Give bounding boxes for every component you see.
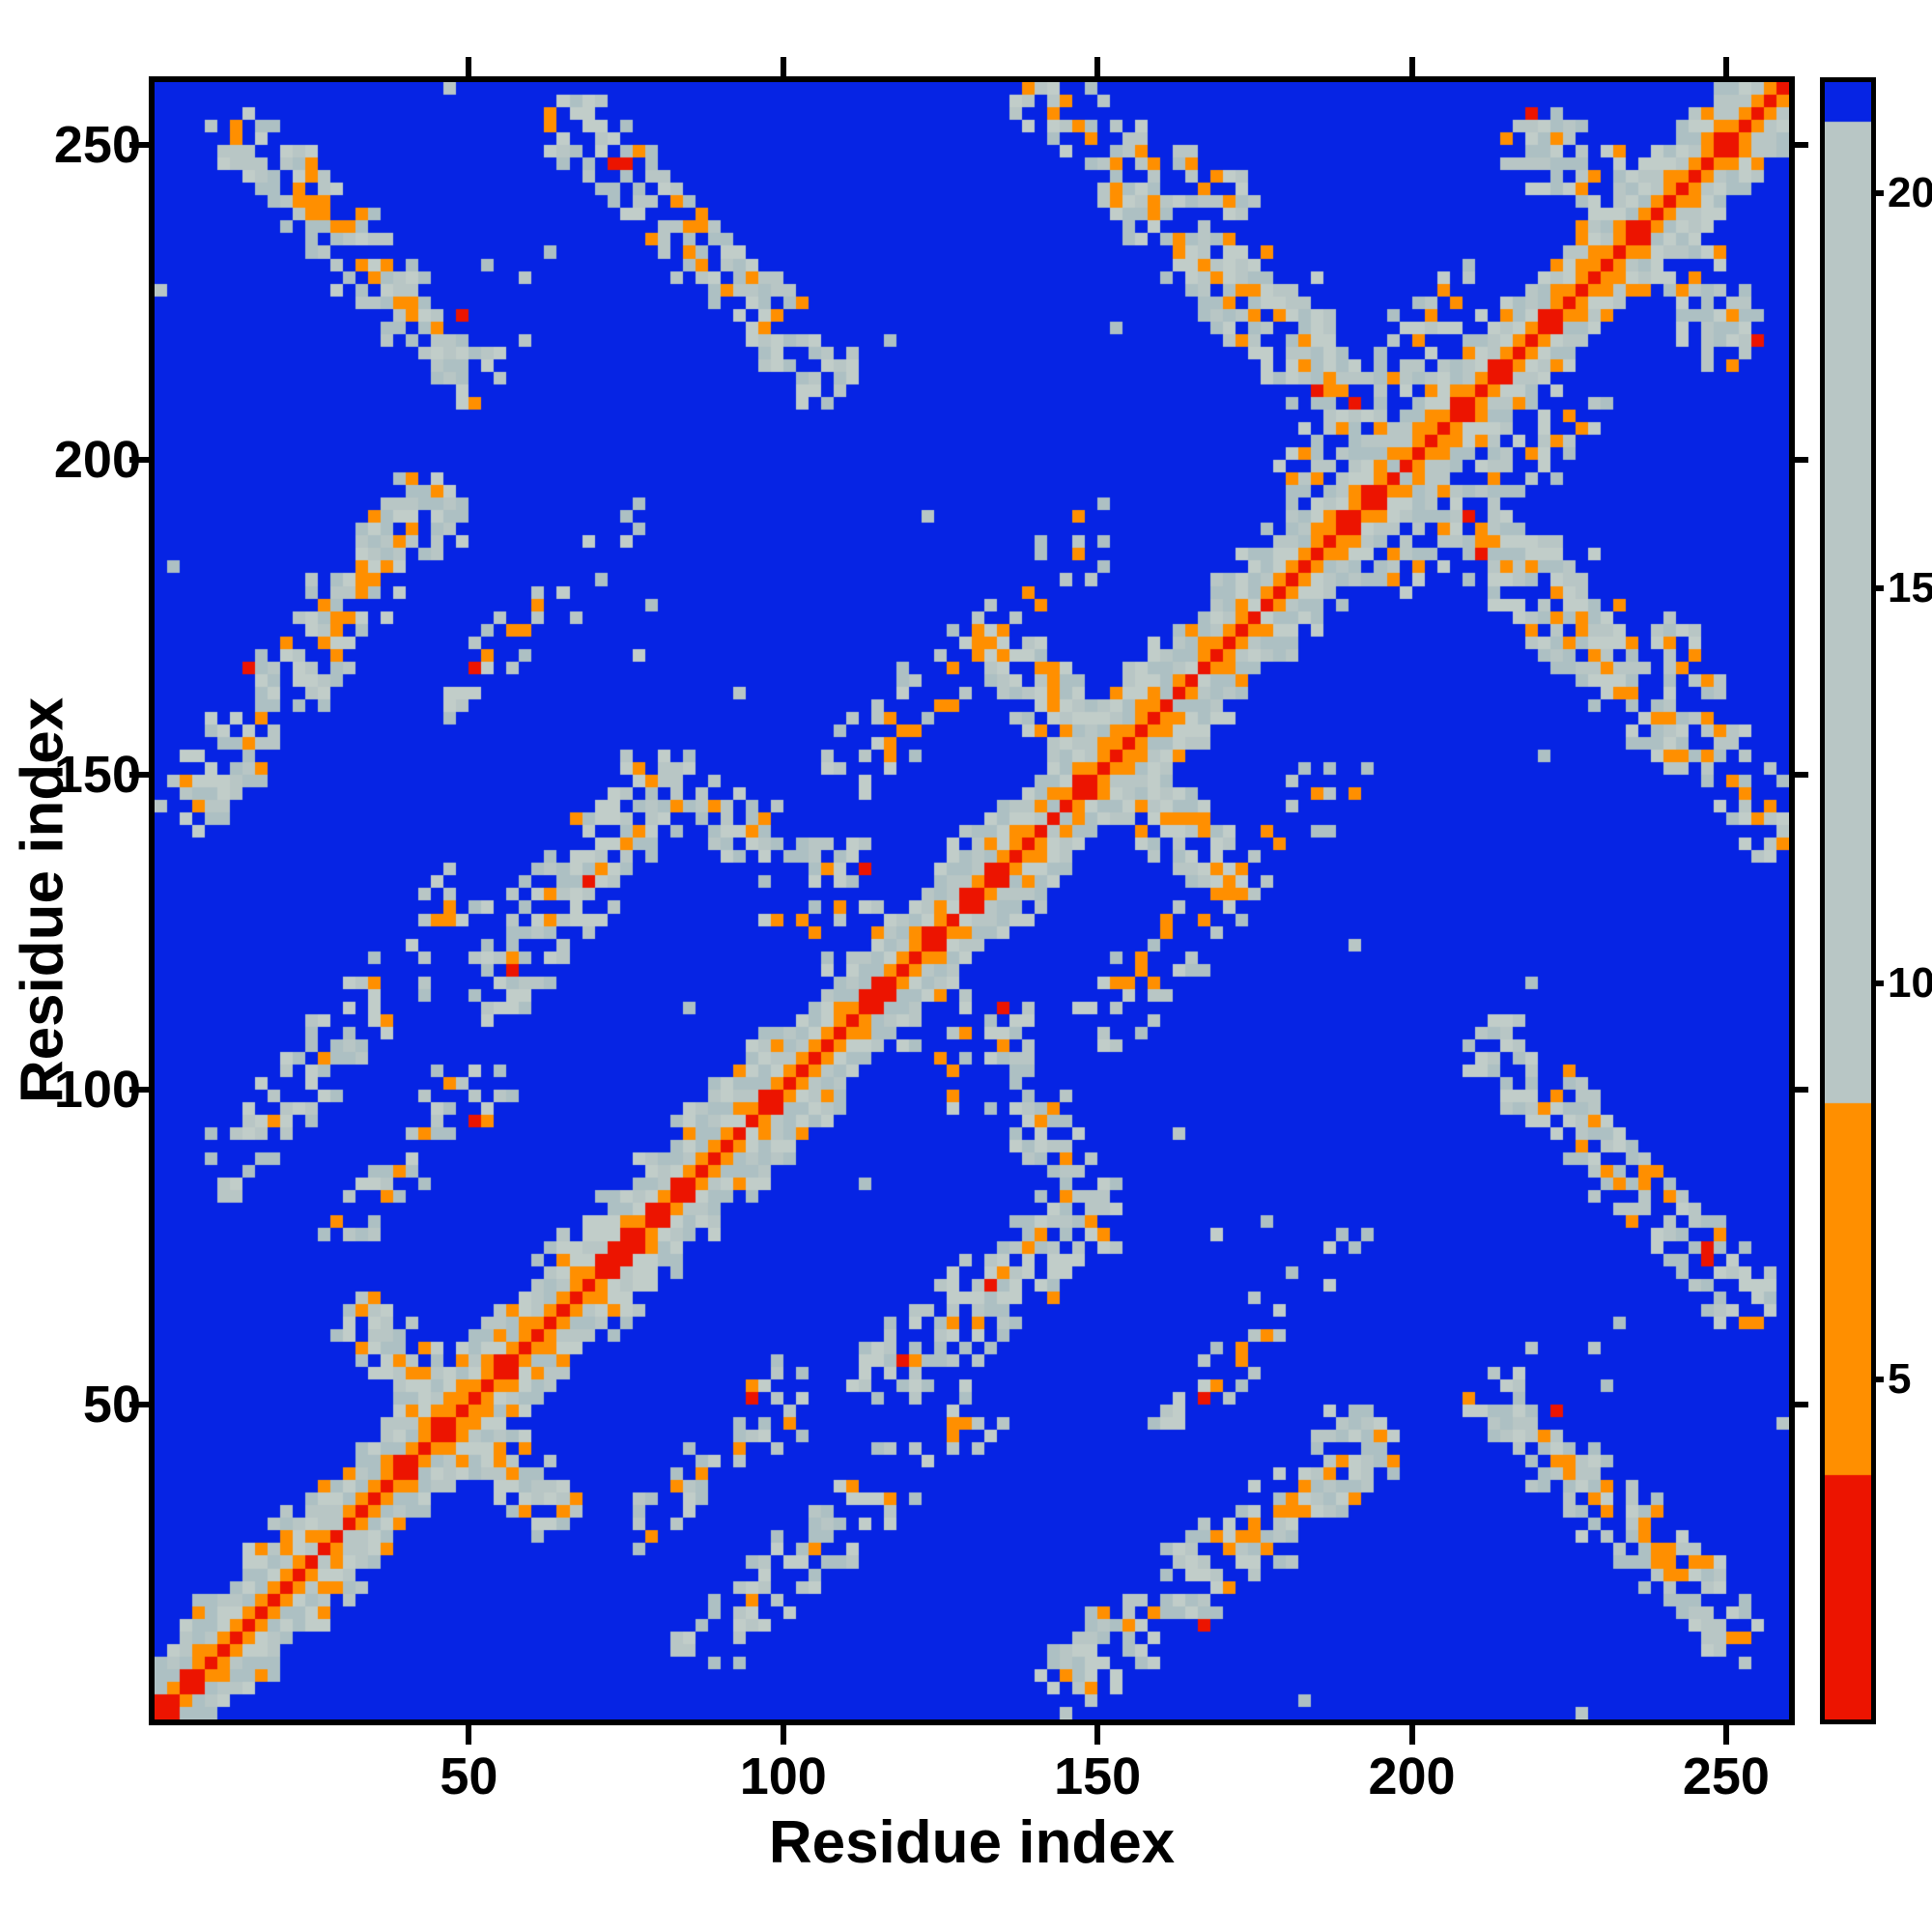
x-tick-label: 50	[440, 1747, 498, 1805]
y-tick-mark-right	[1795, 142, 1808, 149]
colorbar-tick-mark	[1876, 585, 1884, 592]
x-tick-mark	[1408, 1725, 1415, 1745]
colorbar-tick-label: 5	[1888, 1354, 1912, 1403]
colorbar-tick-mark	[1876, 980, 1884, 987]
colorbar-tick-mark	[1876, 189, 1884, 196]
x-tick-mark	[1094, 1725, 1101, 1745]
colorbar-tick-label: 20	[1888, 168, 1932, 216]
x-tick-mark-top	[1722, 57, 1729, 76]
x-tick-label: 200	[1368, 1747, 1456, 1805]
x-tick-mark-top	[466, 57, 472, 76]
y-tick-label: 250	[53, 116, 141, 175]
y-tick-mark	[129, 457, 149, 464]
y-tick-label: 100	[53, 1061, 141, 1120]
x-tick-mark-top	[780, 57, 786, 76]
y-tick-mark-right	[1795, 457, 1808, 464]
colorbar-tick-label: 15	[1888, 564, 1932, 612]
colorbar-canvas	[1825, 82, 1871, 1719]
plot-frame	[149, 76, 1795, 1725]
y-tick-mark-right	[1795, 1087, 1808, 1094]
x-tick-label: 100	[739, 1747, 827, 1805]
y-tick-label: 200	[53, 431, 141, 490]
y-tick-mark	[129, 1087, 149, 1094]
x-tick-label: 250	[1682, 1747, 1770, 1805]
x-tick-label: 150	[1054, 1747, 1142, 1805]
colorbar-tick-mark	[1876, 1376, 1884, 1382]
y-tick-mark	[129, 772, 149, 779]
heatmap-canvas	[155, 82, 1789, 1719]
colorbar-tick-label: 10	[1888, 959, 1932, 1008]
y-tick-mark	[129, 1402, 149, 1408]
x-tick-mark	[466, 1725, 472, 1745]
y-tick-mark-right	[1795, 1402, 1808, 1408]
colorbar-frame	[1820, 77, 1876, 1724]
x-axis-title: Residue index	[768, 1809, 1176, 1876]
x-tick-mark-top	[1094, 57, 1101, 76]
x-tick-mark	[1722, 1725, 1729, 1745]
y-tick-label: 50	[82, 1376, 141, 1435]
x-tick-mark-top	[1408, 57, 1415, 76]
x-tick-mark	[780, 1725, 786, 1745]
y-tick-mark	[129, 142, 149, 149]
y-tick-mark-right	[1795, 772, 1808, 779]
y-tick-label: 150	[53, 746, 141, 805]
